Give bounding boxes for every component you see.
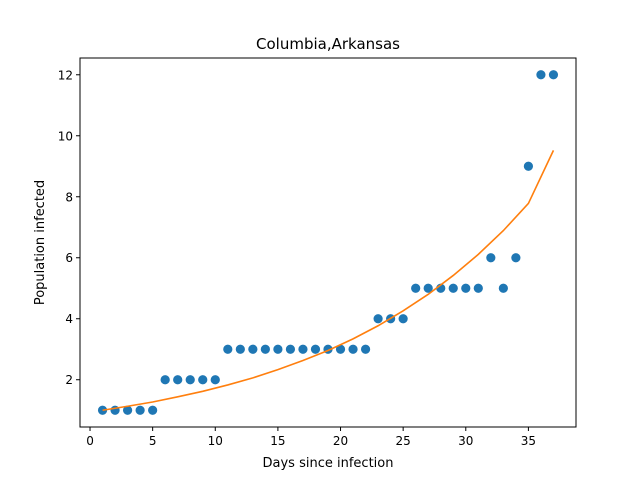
x-tick-label: 20 (333, 434, 348, 448)
data-point (310, 344, 321, 354)
data-point (398, 314, 408, 324)
plot-area (97, 70, 559, 415)
x-tick-label: 10 (208, 434, 223, 448)
x-tick-label: 0 (86, 434, 94, 448)
data-point (423, 283, 433, 293)
data-point (210, 375, 220, 385)
data-point (461, 283, 471, 293)
x-tick-label: 25 (396, 434, 411, 448)
data-point (198, 375, 208, 385)
y-tick-label: 12 (58, 68, 73, 82)
data-point (486, 253, 496, 263)
data-point (273, 344, 283, 354)
y-tick-label: 4 (65, 312, 73, 326)
x-tick-label: 35 (521, 434, 536, 448)
data-point (498, 283, 508, 293)
data-point (135, 405, 145, 415)
x-tick-label: 30 (458, 434, 473, 448)
x-axis-label: Days since infection (263, 456, 394, 471)
data-point (223, 344, 233, 354)
x-tick-label: 5 (149, 434, 157, 448)
data-point (373, 314, 383, 324)
y-tick-label: 8 (65, 190, 73, 204)
data-point (173, 375, 183, 385)
data-point (285, 344, 296, 354)
y-tick-label: 6 (65, 251, 73, 265)
data-point (160, 375, 170, 385)
x-axis-ticks: 0 5 10 15 20 25 30 35 (86, 427, 536, 448)
data-point (122, 405, 133, 415)
data-point (248, 344, 258, 354)
data-point (411, 283, 421, 293)
data-point (548, 70, 559, 80)
data-point (148, 405, 158, 415)
data-point (511, 253, 521, 263)
data-point (536, 70, 546, 80)
data-point (448, 283, 458, 293)
data-point (473, 283, 483, 293)
data-point (185, 375, 195, 385)
y-tick-label: 10 (58, 129, 73, 143)
data-point (360, 344, 371, 354)
fit-line (102, 150, 555, 412)
data-point (348, 344, 358, 354)
y-axis-label: Population infected (33, 180, 48, 305)
axes-frame (79, 57, 577, 428)
data-point (523, 161, 534, 171)
data-point (335, 344, 346, 354)
y-axis-ticks: 2 4 6 8 10 12 (58, 68, 80, 387)
data-point (260, 344, 270, 354)
data-point (235, 344, 245, 354)
chart-title: Columbia,Arkansas (256, 35, 400, 53)
data-point (97, 405, 108, 415)
x-tick-label: 15 (270, 434, 285, 448)
y-tick-label: 2 (65, 373, 73, 387)
data-point (298, 344, 308, 354)
